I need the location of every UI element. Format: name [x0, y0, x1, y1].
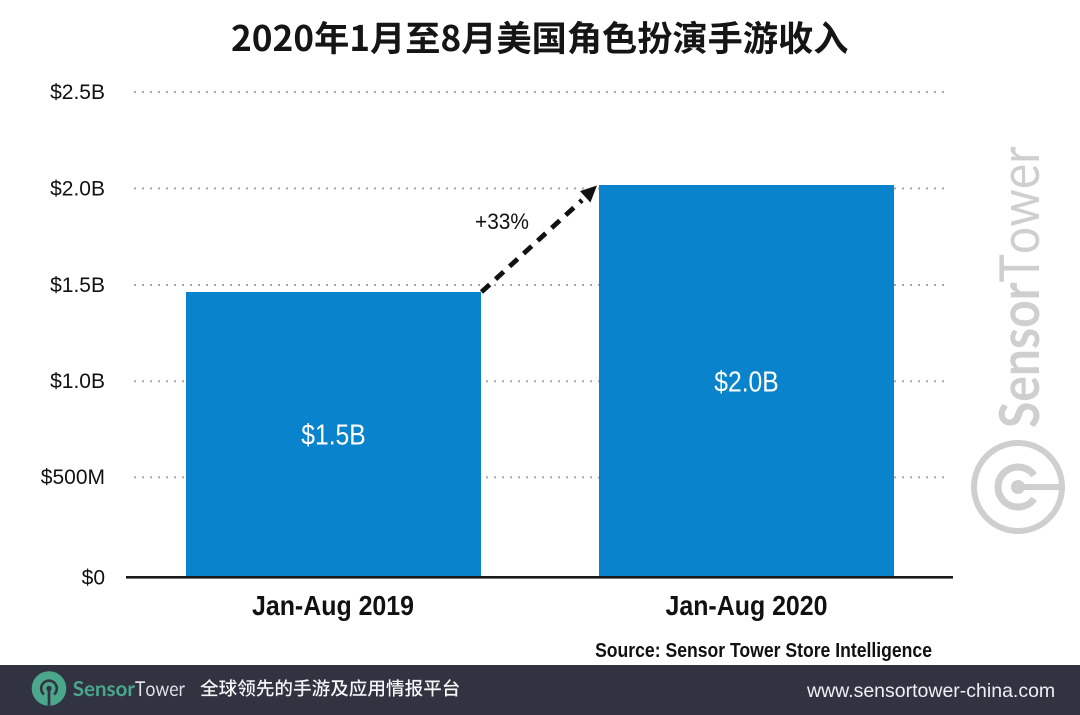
svg-text:$2.5B: $2.5B: [50, 81, 105, 104]
svg-text:Source: Sensor Tower Store Int: Source: Sensor Tower Store Intelligence: [595, 639, 932, 661]
svg-text:$500M: $500M: [41, 466, 105, 489]
svg-text:$2.0B: $2.0B: [50, 177, 105, 200]
svg-text:$1.5B: $1.5B: [301, 419, 365, 451]
svg-text:www.sensortower-china.com: www.sensortower-china.com: [806, 680, 1055, 702]
svg-text:$1.5B: $1.5B: [50, 274, 105, 297]
svg-text:+33%: +33%: [475, 210, 529, 235]
svg-text:Jan-Aug 2020: Jan-Aug 2020: [665, 590, 827, 622]
svg-text:Jan-Aug 2019: Jan-Aug 2019: [252, 590, 414, 622]
svg-text:$2.0B: $2.0B: [714, 366, 778, 398]
svg-text:$1.0B: $1.0B: [50, 370, 105, 393]
svg-text:$0: $0: [82, 566, 105, 589]
